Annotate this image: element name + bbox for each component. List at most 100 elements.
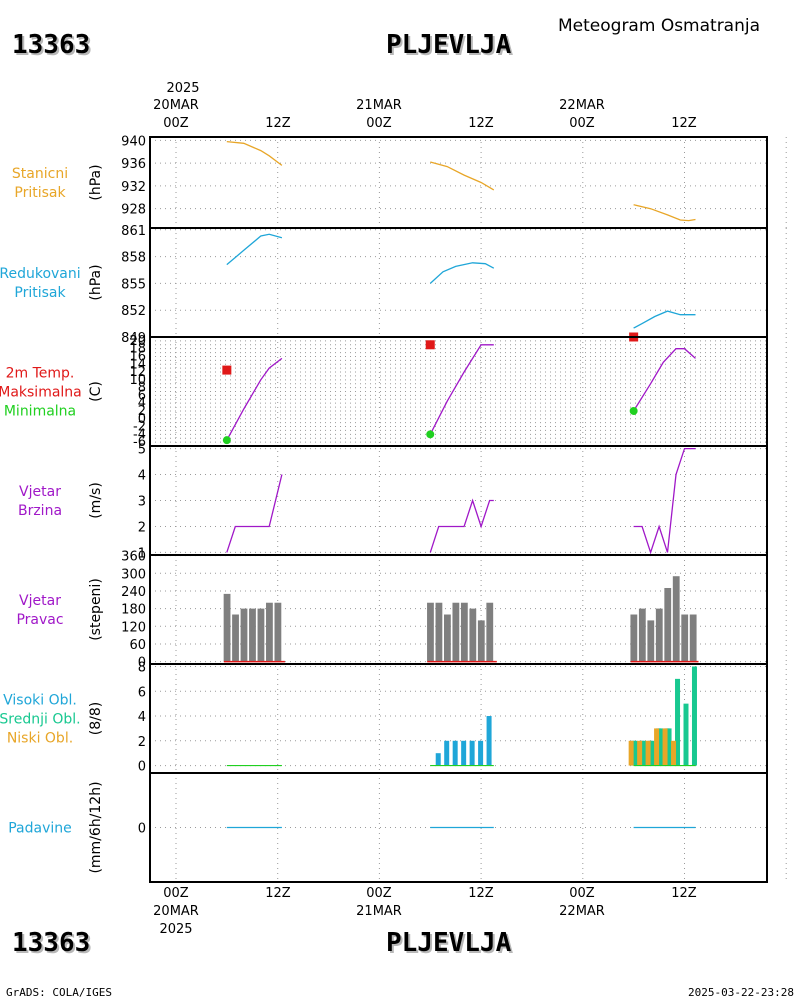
cloud-bar xyxy=(675,678,681,766)
panel-frame xyxy=(149,336,768,447)
bottom-hour-label: 12Z xyxy=(265,886,291,901)
y-tick-label: 3 xyxy=(138,495,146,510)
footer-station-id-shadow: 13363 xyxy=(14,930,92,960)
footer-timestamp: 2025-03-22-23:28 xyxy=(688,986,794,999)
y-tick-label: 0 xyxy=(138,656,146,671)
y-tick-label: 849 xyxy=(121,331,146,346)
top-year: 2025 xyxy=(166,81,199,96)
temperature-line xyxy=(226,357,283,441)
y-axis-label: (m/s) xyxy=(88,482,104,519)
y-tick-label: 4 xyxy=(138,396,146,411)
panel-label: 2m Temp. xyxy=(6,366,75,382)
y-tick-label: -6 xyxy=(133,435,146,450)
meteogram-subtitle: Meteogram Osmatranja xyxy=(558,16,760,36)
footer-station-id: 13363 xyxy=(12,928,90,958)
panel-frame xyxy=(149,136,768,229)
panel-label: Pritisak xyxy=(14,185,66,201)
cloud-bar xyxy=(645,740,651,766)
station-name-shadow: PLJEVLJA xyxy=(388,32,514,62)
max-temp-marker xyxy=(425,340,435,350)
y-tick-label: 6 xyxy=(138,685,146,700)
y-tick-label: 2 xyxy=(138,404,146,419)
y-tick-label: 4 xyxy=(138,469,146,484)
cloud-bar xyxy=(486,716,492,766)
y-tick-label: 8 xyxy=(138,660,146,675)
y-tick-label: 2 xyxy=(138,520,146,535)
panel-label: Maksimalna xyxy=(0,385,82,401)
panel-label: Minimalna xyxy=(4,404,76,420)
panel-label: Niski Obl. xyxy=(7,731,73,747)
bottom-hour-label: 12Z xyxy=(468,886,494,901)
y-tick-label: 0 xyxy=(138,822,146,837)
y-axis-label: (hPa) xyxy=(88,264,104,300)
top-date-22mar: 22MAR xyxy=(559,98,605,113)
cloud-bar xyxy=(478,740,484,766)
cloud-bar xyxy=(444,740,450,766)
y-tick-label: 4 xyxy=(138,710,146,725)
wind-direction-bar xyxy=(266,602,273,662)
wind-direction-bar xyxy=(240,608,248,662)
y-axis-label: (hPa) xyxy=(88,164,104,200)
wind-direction-bar xyxy=(655,608,663,662)
wind-direction-bar xyxy=(672,576,680,662)
top-hour-label: 00Z xyxy=(163,116,189,131)
y-tick-label: 8 xyxy=(138,381,146,396)
cloud-bar xyxy=(671,740,677,766)
y-tick-label: 14 xyxy=(129,357,146,372)
bottom-hour-label: 00Z xyxy=(163,886,189,901)
panel-wind_speed: 1 2 3 4 5 (m/s) Vjetar Brzina xyxy=(18,443,787,561)
wind_speed-line xyxy=(429,498,494,553)
panel-frame xyxy=(149,445,768,556)
panel-label: Pravac xyxy=(16,612,63,628)
cloud-bar xyxy=(654,728,660,766)
y-tick-label: -2 xyxy=(133,420,146,435)
bottom-date-22mar: 22MAR xyxy=(559,904,605,919)
panel-precipitation: 0 (mm/6h/12h) Padavine xyxy=(8,772,787,883)
panel-label: Vjetar xyxy=(19,593,61,609)
panel-wind_direction: 0 60 120 180 240 300 360 (stepeni) Vjetar Pravac xyxy=(16,550,787,671)
wind-direction-bar xyxy=(274,602,282,662)
panel-frame xyxy=(149,772,768,883)
wind-direction-bar xyxy=(486,602,494,662)
wind-direction-bar xyxy=(435,602,443,662)
panel-label: Pritisak xyxy=(14,285,66,301)
wind-direction-bar xyxy=(427,602,434,662)
y-tick-label: -4 xyxy=(133,427,146,442)
y-tick-label: 180 xyxy=(121,603,146,618)
footer-station-name-shadow: PLJEVLJA xyxy=(388,930,514,960)
wind-direction-bar xyxy=(638,608,646,662)
y-tick-label: 300 xyxy=(121,567,146,582)
station_pressure-line xyxy=(633,204,696,222)
wind-direction-bar xyxy=(469,608,477,662)
panel-label: Redukovani xyxy=(0,266,81,282)
cloud-bar xyxy=(641,740,647,766)
y-tick-label: 120 xyxy=(121,620,146,635)
bottom-hour-label: 00Z xyxy=(366,886,392,901)
cloud-bar xyxy=(658,728,664,766)
cloud-bar xyxy=(632,740,638,766)
y-tick-label: 20 xyxy=(129,334,146,349)
panel-label: Stanicni xyxy=(12,166,68,182)
cloud-bar xyxy=(666,728,672,766)
top-hour-label: 12Z xyxy=(265,116,291,131)
wind-direction-bar xyxy=(232,614,239,662)
cloud-bar xyxy=(628,740,634,766)
panel-label: Vjetar xyxy=(19,484,61,500)
top-hour-label: 00Z xyxy=(569,116,595,131)
bottom-date-20mar: 20MAR xyxy=(153,904,199,919)
y-tick-label: 18 xyxy=(129,342,146,357)
min-temp-marker xyxy=(629,406,638,415)
cloud-bar xyxy=(683,703,689,766)
panel-label: Srednji Obl. xyxy=(0,712,81,728)
y-tick-label: 10 xyxy=(129,373,146,388)
cloud-bar xyxy=(637,740,643,766)
y-axis-label: (C) xyxy=(88,381,104,402)
cloud-bar xyxy=(691,666,697,766)
station-name: PLJEVLJA xyxy=(386,30,512,60)
bottom-hour-label: 00Z xyxy=(569,886,595,901)
y-tick-label: 940 xyxy=(121,134,146,149)
y-tick-label: 928 xyxy=(121,203,146,218)
temperature-line xyxy=(633,348,696,412)
